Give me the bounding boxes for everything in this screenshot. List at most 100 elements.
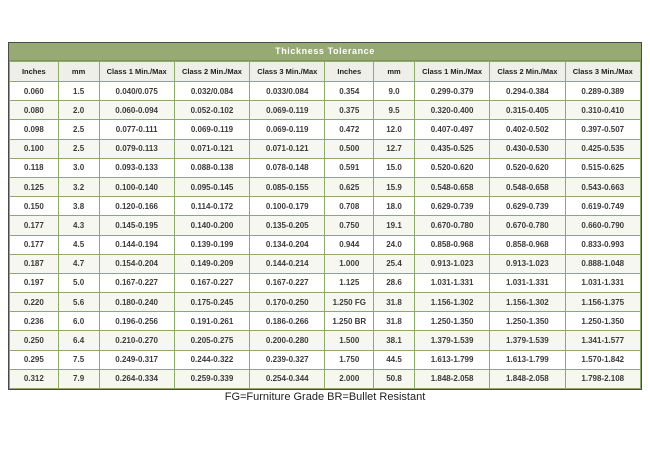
- cell: 5.6: [57, 292, 100, 313]
- cell: 0.069-0.119: [249, 119, 326, 140]
- cell: 3.8: [57, 196, 100, 217]
- cell: 0.167-0.227: [98, 272, 175, 294]
- cell: 50.8: [373, 368, 415, 390]
- cell: 0.858-0.968: [413, 234, 491, 255]
- cell: 1.750: [324, 349, 375, 370]
- cell: 0.187: [9, 253, 59, 274]
- cell: 0.145-0.195: [98, 215, 175, 236]
- cell: 0.220: [9, 292, 59, 313]
- column-header: mm: [57, 61, 100, 82]
- cell: 0.098: [9, 119, 59, 140]
- column-header: Class 2 Min./Max: [173, 61, 251, 82]
- cell: 0.144-0.214: [249, 253, 326, 274]
- cell: 0.100-0.140: [98, 176, 175, 198]
- cell: 1.156-1.302: [413, 292, 491, 313]
- cell: 0.259-0.339: [173, 368, 251, 390]
- column-header: Class 3 Min./Max: [564, 61, 642, 82]
- cell: 0.548-0.658: [489, 176, 566, 198]
- thickness-tolerance-table: Thickness Tolerance Inches mm Class 1 Min.…: [8, 42, 642, 390]
- cell: 0.435-0.525: [413, 138, 491, 159]
- cell: 0.402-0.502: [489, 119, 566, 140]
- column-header: mm: [373, 61, 415, 82]
- cell: 0.430-0.530: [489, 138, 566, 159]
- cell: 0.139-0.199: [173, 234, 251, 255]
- cell: 0.913-1.023: [413, 253, 491, 274]
- cell: 0.472: [324, 119, 375, 140]
- cell: 1.250-1.350: [489, 311, 566, 332]
- cell: 0.095-0.145: [173, 176, 251, 198]
- cell: 0.543-0.663: [564, 176, 642, 198]
- cell: 0.134-0.204: [249, 234, 326, 255]
- cell: 0.154-0.204: [98, 253, 175, 274]
- cell: 0.944: [324, 234, 375, 255]
- cell: 6.0: [57, 311, 100, 332]
- cell: 1.613-1.799: [413, 349, 491, 370]
- cell: 0.114-0.172: [173, 196, 251, 217]
- cell: 0.515-0.625: [564, 157, 642, 178]
- cell: 0.354: [324, 80, 375, 102]
- cell: 7.5: [57, 349, 100, 370]
- cell: 0.500: [324, 138, 375, 159]
- cell: 0.069-0.119: [173, 119, 251, 140]
- cell: 1.156-1.302: [489, 292, 566, 313]
- table-row: 0.295 7.5 0.249-0.317 0.244-0.322 0.239-0.32…: [9, 349, 642, 370]
- cell: 0.625: [324, 176, 375, 198]
- cell: 0.619-0.749: [564, 196, 642, 217]
- column-header: Class 1 Min./Max: [98, 61, 175, 82]
- cell: 9.0: [373, 80, 415, 102]
- cell: 4.7: [57, 253, 100, 274]
- cell: 0.312: [9, 368, 59, 390]
- cell: 0.520-0.620: [413, 157, 491, 178]
- table-row: 0.177 4.3 0.145-0.195 0.140-0.200 0.135-0.20…: [9, 215, 642, 236]
- table-row: 0.100 2.5 0.079-0.113 0.071-0.121 0.071-0.12…: [9, 138, 642, 159]
- column-header: Inches: [9, 61, 59, 82]
- cell: 0.320-0.400: [413, 100, 491, 121]
- cell: 25.4: [373, 253, 415, 274]
- cell: 0.833-0.993: [564, 234, 642, 255]
- cell: 0.660-0.790: [564, 215, 642, 236]
- table-row: 0.187 4.7 0.154-0.204 0.149-0.209 0.144-0.21…: [9, 253, 642, 274]
- table-row: 0.220 5.6 0.180-0.240 0.175-0.245 0.170-0.25…: [9, 292, 642, 313]
- cell: 0.520-0.620: [489, 157, 566, 178]
- column-header: Inches: [324, 61, 375, 82]
- cell: 1.613-1.799: [489, 349, 566, 370]
- cell: 0.299-0.379: [413, 80, 491, 102]
- cell: 18.0: [373, 196, 415, 217]
- table-row: 0.250 6.4 0.210-0.270 0.205-0.275 0.200-0.28…: [9, 330, 642, 351]
- cell: 0.191-0.261: [173, 311, 251, 332]
- column-header: Class 2 Min./Max: [489, 61, 566, 82]
- cell: 3.0: [57, 157, 100, 178]
- cell: 24.0: [373, 234, 415, 255]
- cell: 15.9: [373, 176, 415, 198]
- cell: 9.5: [373, 100, 415, 121]
- cell: 0.888-1.048: [564, 253, 642, 274]
- cell: 0.397-0.507: [564, 119, 642, 140]
- cell: 2.5: [57, 119, 100, 140]
- cell: 0.310-0.410: [564, 100, 642, 121]
- cell: 19.1: [373, 215, 415, 236]
- cell: 0.196-0.256: [98, 311, 175, 332]
- table-row: 0.150 3.8 0.120-0.166 0.114-0.172 0.100-0.17…: [9, 196, 642, 217]
- cell: 0.180-0.240: [98, 292, 175, 313]
- cell: 1.500: [324, 330, 375, 351]
- cell: 31.8: [373, 311, 415, 332]
- cell: 0.670-0.780: [413, 215, 491, 236]
- cell: 1.250 BR: [324, 311, 375, 332]
- cell: 5.0: [57, 272, 100, 294]
- cell: 0.125: [9, 176, 59, 198]
- cell: 1.5: [57, 80, 100, 102]
- cell: 0.249-0.317: [98, 349, 175, 370]
- header-row: Inches mm Class 1 Min./Max Class 2 Min./Max…: [9, 61, 642, 82]
- cell: 0.052-0.102: [173, 100, 251, 121]
- cell: 1.848-2.058: [413, 368, 491, 390]
- cell: 0.289-0.389: [564, 80, 642, 102]
- cell: 1.250 FG: [324, 292, 375, 313]
- legend-footnote: FG=Furniture Grade BR=Bullet Resistant: [224, 391, 426, 403]
- cell: 0.167-0.227: [173, 272, 251, 294]
- cell: 28.6: [373, 272, 415, 294]
- cell: 0.033/0.084: [249, 80, 326, 102]
- cell: 1.000: [324, 253, 375, 274]
- table-row: 0.060 1.5 0.040/0.075 0.032/0.084 0.033/0.08…: [9, 80, 642, 102]
- cell: 2.5: [57, 138, 100, 159]
